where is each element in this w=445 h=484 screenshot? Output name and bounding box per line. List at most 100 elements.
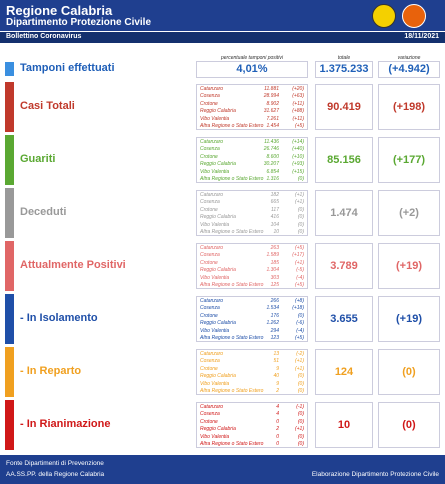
province-list: Catanzaro 11.436 (+14) Cosenza 26.746 (+40) Cr… <box>196 137 308 183</box>
province-name: Reggio Calabria <box>200 108 236 115</box>
province-change: (0) <box>297 221 304 228</box>
province-change: (+20) <box>292 86 304 92</box>
province-value: 117 <box>271 206 279 213</box>
caption: variazione <box>397 55 421 61</box>
province-change: (-1) <box>296 404 304 410</box>
change: (+2) <box>378 190 440 236</box>
province-name: Cosenza <box>200 358 220 365</box>
section-title: Attualmente Positivi <box>20 259 126 271</box>
province-value: 185 <box>270 259 279 266</box>
section-title: Guariti <box>20 153 56 165</box>
province-value: 11.436 <box>264 139 279 145</box>
province-name: Crotone <box>200 365 218 372</box>
bulletin-date: 18/11/2021 <box>404 33 439 40</box>
province-change: (-4) <box>296 327 304 334</box>
province-change: (+1) <box>294 365 304 372</box>
province-value: 294 <box>270 327 279 334</box>
section: Attualmente Positivi Catanzaro 263 (+5) Cose… <box>0 241 445 291</box>
province-list: Catanzaro 266 (+8) Cosenza 1.534 (+18) Crotone… <box>196 296 308 342</box>
province-name: Reggio Calabria <box>200 373 236 380</box>
province-change: (+63) <box>292 93 304 100</box>
section: - In Rianimazione Catanzaro 4 (-1) Cosenza 4 (… <box>0 400 445 450</box>
province-change: (0) <box>297 176 304 182</box>
province-name: Catanzaro <box>200 404 224 410</box>
province-name: Altra Regione o Stato Estero <box>200 282 264 288</box>
province-change: (+93) <box>292 161 304 168</box>
province-value: 30.207 <box>263 161 279 168</box>
province-value: 665 <box>270 199 279 206</box>
section-title: - In Reparto <box>20 365 82 377</box>
province-value: 2 <box>276 388 279 394</box>
province-name: Catanzaro <box>200 192 224 198</box>
province-change: (0) <box>297 373 304 380</box>
change: (0) <box>378 349 440 395</box>
province-name: Altra Regione o Stato Estero <box>200 176 264 182</box>
section-title: Deceduti <box>20 206 67 218</box>
section-title: - In Isolamento <box>20 312 98 324</box>
province-name: Vibo Valentia <box>200 433 230 440</box>
province-list: Catanzaro 4 (-1) Cosenza 4 (0) Crotone 0 (0) Regg… <box>196 402 308 448</box>
province-value: 26.746 <box>263 146 279 153</box>
province-value: 6.854 <box>266 168 279 175</box>
province-list: Catanzaro 11.881 (+20) Cosenza 28.994 (+63) Cr… <box>196 84 308 130</box>
section: - In Reparto Catanzaro 13 (-2) Cosenza 51 (+1)… <box>0 347 445 397</box>
province-name: Altra Regione o Stato Estero <box>200 123 264 129</box>
section-marker <box>5 82 14 132</box>
province-change: (+40) <box>292 146 304 153</box>
province-change: (0) <box>297 312 304 319</box>
province-change: (-4) <box>296 274 304 281</box>
province-value: 4 <box>276 404 279 410</box>
province-value: 8.902 <box>266 100 279 107</box>
total: 1.474 <box>315 190 373 236</box>
province-name: Vibo Valentia <box>200 115 230 122</box>
province-change: (0) <box>297 418 304 425</box>
province-name: Cosenza <box>200 146 220 153</box>
section: - In Isolamento Catanzaro 266 (+8) Cosenza 1.… <box>0 294 445 344</box>
province-name: Vibo Valentia <box>200 380 230 387</box>
province-change: (+10) <box>292 153 304 160</box>
province-change: (+5) <box>294 282 304 288</box>
province-name: Vibo Valentia <box>200 274 230 281</box>
province-change: (-5) <box>296 267 304 274</box>
bulletin-title: Bollettino Coronavirus <box>6 33 82 40</box>
caption: percentuale tamponi positivi <box>221 55 283 61</box>
province-name: Catanzaro <box>200 139 224 145</box>
change: (+19) <box>378 243 440 289</box>
logo <box>372 4 396 28</box>
province-value: 31.627 <box>263 108 279 115</box>
province-list: Catanzaro 13 (-2) Cosenza 51 (+1) Crotone 9 (+1)… <box>196 349 308 395</box>
province-value: 1.589 <box>266 252 279 259</box>
total: 124 <box>315 349 373 395</box>
total: 1.375.233 <box>315 61 373 78</box>
section-marker <box>5 400 14 450</box>
province-change: (0) <box>297 229 304 235</box>
province-change: (+11) <box>292 115 304 122</box>
province-value: 13 <box>273 351 279 357</box>
province-name: Catanzaro <box>200 351 224 357</box>
province-change: (0) <box>297 214 304 221</box>
province-change: (+8) <box>294 298 304 304</box>
province-name: Altra Regione o Stato Estero <box>200 335 264 341</box>
section-marker <box>5 188 14 238</box>
footer-source: AA.SS.PP. della Regione Calabria <box>6 471 105 478</box>
total: 3.655 <box>315 296 373 342</box>
province-change: (+15) <box>292 168 304 175</box>
province-change: (0) <box>297 433 304 440</box>
province-value: 416 <box>270 214 279 221</box>
province-change: (+14) <box>292 139 304 145</box>
province-value: 40 <box>273 373 279 380</box>
province-value: 4 <box>276 411 279 418</box>
section-title: - In Rianimazione <box>20 418 111 430</box>
province-name: Crotone <box>200 153 218 160</box>
header-title: Regione Calabria <box>6 3 113 18</box>
province-change: (+11) <box>292 100 304 107</box>
total: 10 <box>315 402 373 448</box>
province-value: 0 <box>276 418 279 425</box>
header: Regione Calabria Dipartimento Protezione… <box>0 0 445 31</box>
province-name: Cosenza <box>200 252 220 259</box>
province-value: 11.881 <box>264 86 279 92</box>
province-name: Vibo Valentia <box>200 327 230 334</box>
province-change: (+1) <box>294 426 304 433</box>
total: 3.789 <box>315 243 373 289</box>
province-value: 1.454 <box>266 123 279 129</box>
